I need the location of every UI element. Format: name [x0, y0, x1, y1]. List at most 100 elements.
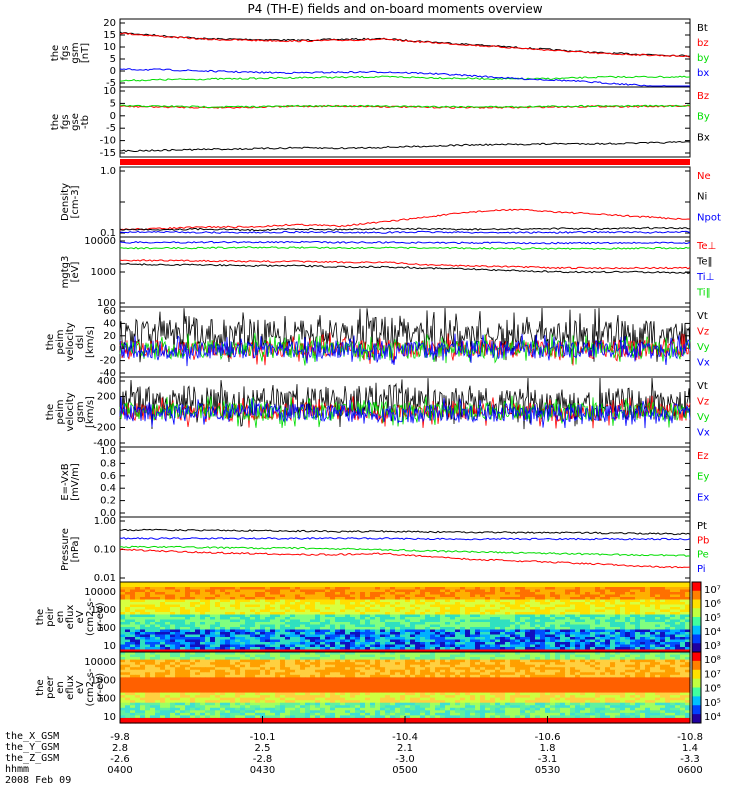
spectrogram-cell — [270, 607, 276, 611]
spectrogram-cell — [560, 642, 566, 646]
spectrogram-cell — [335, 672, 341, 676]
spectrogram-cell — [310, 609, 316, 613]
spectrogram-cell — [435, 632, 441, 636]
spectrogram-cell — [580, 629, 586, 633]
spectrogram-cell — [490, 672, 496, 676]
spectrogram-cell — [185, 629, 191, 633]
spectrogram-cell — [280, 662, 286, 666]
spectrogram-cell — [150, 659, 156, 663]
spectrogram-cell — [285, 639, 291, 643]
spectrogram-cell — [185, 604, 191, 608]
spectrogram-cell — [170, 602, 176, 606]
ylabel-word: en — [55, 611, 66, 624]
spectrogram-cell — [185, 669, 191, 673]
spectrogram-cell — [125, 599, 131, 603]
spectrogram-cell — [455, 584, 461, 588]
spectrogram-cell — [500, 597, 506, 601]
spectrogram-cell — [260, 657, 266, 661]
spectrogram-cell — [490, 624, 496, 628]
spectrogram-cell — [530, 599, 536, 603]
spectrogram-cell — [675, 657, 681, 661]
spectrogram-cell — [295, 639, 301, 643]
spectrogram-cell — [530, 639, 536, 643]
spectrogram-cell — [340, 602, 346, 606]
spectrogram-cell — [315, 642, 321, 646]
spectrogram-cell — [135, 627, 141, 631]
spectrogram-cell — [400, 644, 406, 648]
spectrogram-cell — [235, 622, 241, 626]
spectrogram-cell — [575, 672, 581, 676]
spectrogram-cell — [270, 617, 276, 621]
spectrogram-cell — [545, 607, 551, 611]
spectrogram-cell — [350, 642, 356, 646]
spectrogram-cell — [410, 609, 416, 613]
spectrogram-cell — [235, 582, 241, 586]
spectrogram-cell — [525, 607, 531, 611]
spectrogram-cell — [610, 637, 616, 641]
spectrogram-cell — [200, 609, 206, 613]
spectrogram-cell — [665, 657, 671, 661]
spectrogram-cell — [535, 664, 541, 668]
spectrogram-cell — [605, 594, 611, 598]
spectrogram-cell — [495, 624, 501, 628]
spectrogram-cell — [590, 659, 596, 663]
spectrogram-cell — [555, 584, 561, 588]
spectrogram-cell — [315, 597, 321, 601]
spectrogram-cell — [215, 644, 221, 648]
spectrogram-cell — [310, 614, 316, 618]
spectrogram-cell — [320, 662, 326, 666]
spectrogram-cell — [650, 607, 656, 611]
spectrogram-cell — [680, 632, 686, 636]
spectrogram-cell — [410, 684, 416, 689]
spectrogram-cell — [150, 592, 156, 596]
spectrogram-cell — [380, 604, 386, 608]
spectrogram-cell — [360, 614, 366, 618]
spectrogram-cell — [150, 674, 156, 678]
spectrogram-cell — [365, 614, 371, 618]
spectrogram-cell — [155, 629, 161, 633]
spectrogram-cell — [580, 677, 586, 681]
spectrogram-cell — [305, 627, 311, 631]
spectrogram-cell — [330, 644, 336, 648]
spectrogram-cell — [235, 644, 241, 648]
spectrogram-cell — [190, 609, 196, 613]
legend-Vy: Vy — [697, 342, 710, 353]
spectrogram-cell — [200, 582, 206, 586]
spectrogram-cell — [205, 594, 211, 598]
series-line-Te‖ — [119, 262, 691, 274]
spectrogram-cell — [445, 622, 451, 626]
spectrogram-cell — [565, 624, 571, 628]
spectrogram-cell — [480, 614, 486, 618]
spectrogram-cell — [660, 659, 666, 663]
spectrogram-cell — [385, 644, 391, 648]
spectrogram-cell — [365, 662, 371, 666]
spectrogram-cell — [575, 652, 581, 656]
spectrogram-cell — [170, 592, 176, 596]
spectrogram-cell — [250, 632, 256, 636]
spectrogram-cell — [390, 599, 396, 603]
spectrogram-cell — [305, 624, 311, 628]
spectrogram-cell — [400, 609, 406, 613]
spectrogram-cell — [320, 587, 326, 591]
spectrogram-cell — [300, 617, 306, 621]
spectrogram-cell — [640, 594, 646, 598]
spectrogram-cell — [475, 609, 481, 613]
spectrogram-cell — [210, 662, 216, 666]
spectrogram-cell — [305, 682, 311, 686]
spectrogram-cell — [590, 629, 596, 633]
spectrogram-cell — [360, 637, 366, 641]
spectrogram-cell — [240, 597, 246, 601]
spectrogram-cell — [220, 682, 226, 686]
spectrogram-cell — [510, 637, 516, 641]
spectrogram-cell — [340, 662, 346, 666]
spectrogram-cell — [190, 664, 196, 668]
spectrogram-cell — [230, 587, 236, 591]
spectrogram-cell — [275, 584, 281, 588]
spectrogram-cell — [625, 674, 631, 678]
spectrogram-cell — [370, 622, 376, 626]
spectrogram-cell — [580, 654, 586, 658]
spectrogram-cell — [420, 637, 426, 641]
spectrogram-cell — [445, 637, 451, 641]
spectrogram-cell — [140, 632, 146, 636]
spectrogram-cell — [615, 664, 621, 668]
